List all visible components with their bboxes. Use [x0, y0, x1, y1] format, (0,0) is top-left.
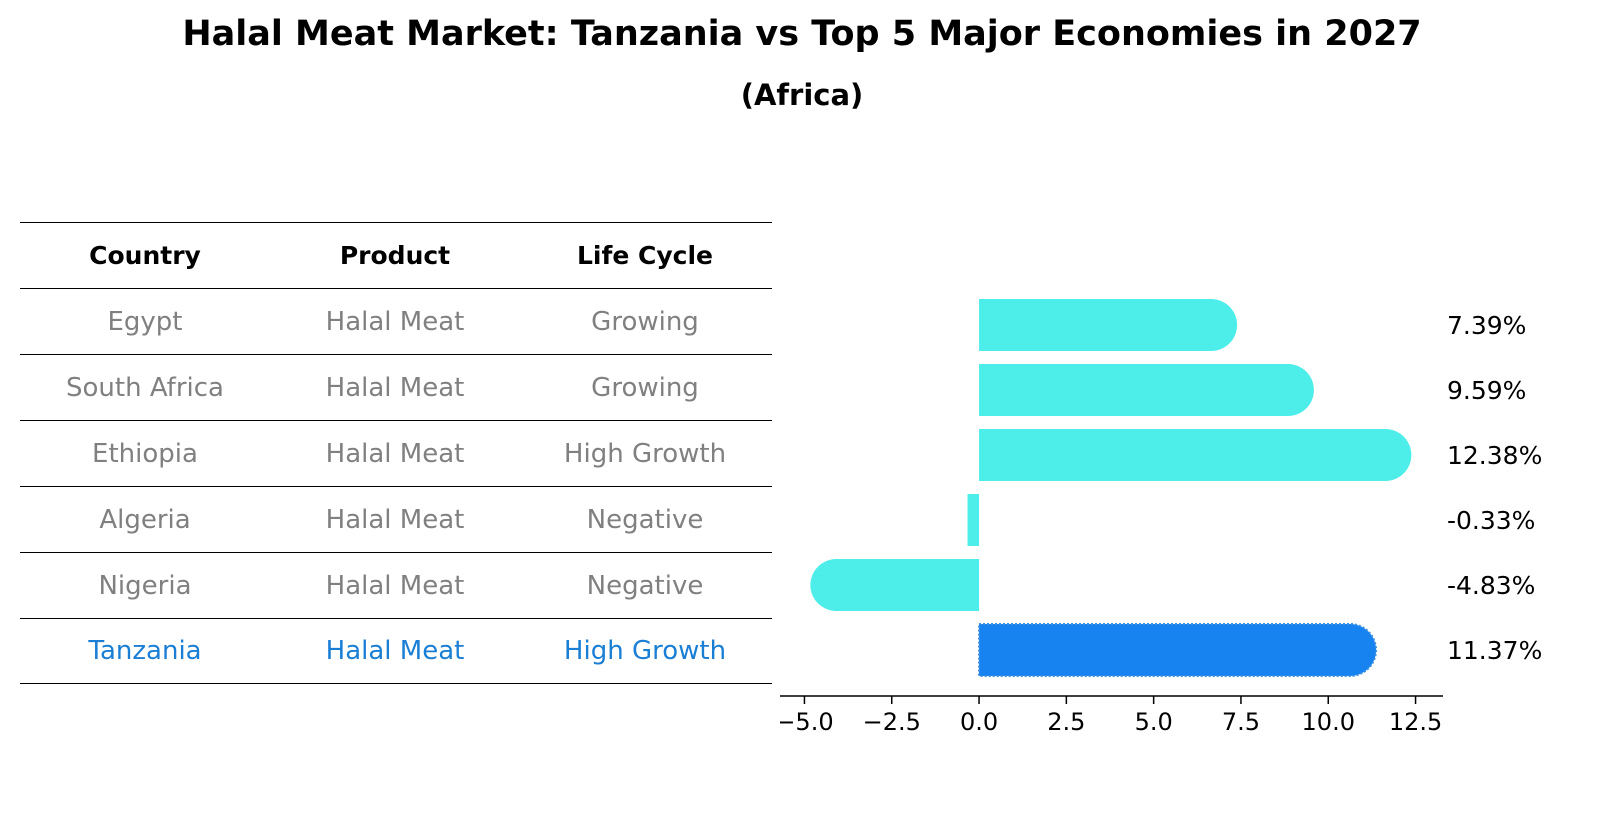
cell-country: Algeria — [99, 504, 191, 535]
cell-product: Halal Meat — [325, 372, 465, 403]
bar-nigeria — [810, 559, 980, 611]
cell-life-cycle: High Growth — [563, 438, 727, 469]
column-header-country: Country — [89, 241, 201, 270]
cell-product: Halal Meat — [325, 570, 465, 601]
x-tick-label: −5.0 — [780, 708, 834, 736]
cell-life-cycle: Growing — [591, 372, 699, 403]
bar-tanzania — [978, 623, 1378, 677]
table-row: Egypt Halal Meat Growing — [20, 288, 772, 354]
table-row-highlight: Tanzania Halal Meat High Growth — [20, 618, 772, 684]
chart-title: Halal Meat Market: Tanzania vs Top 5 Maj… — [182, 14, 1422, 54]
table-header-row: Country Product Life Cycle — [20, 222, 772, 288]
x-tick-label: −2.5 — [863, 708, 921, 736]
data-label: -4.83% — [1447, 571, 1535, 600]
bar-chart: 7.39% 9.59% 12.38% -0.33% -4.83% 11.37% −5.0 −2… — [780, 299, 1542, 736]
x-tick-label: 7.5 — [1222, 708, 1260, 736]
table-row: South Africa Halal Meat Growing — [20, 354, 772, 420]
data-label: -0.33% — [1447, 506, 1535, 535]
column-header-life-cycle: Life Cycle — [576, 241, 714, 270]
data-table: Country Product Life Cycle Egypt Halal M… — [20, 222, 772, 684]
data-label: 11.37% — [1447, 636, 1542, 665]
cell-country: Tanzania — [88, 636, 202, 666]
cell-product: Halal Meat — [325, 306, 465, 337]
table-row: Algeria Halal Meat Negative — [20, 486, 772, 552]
cell-life-cycle: Negative — [586, 570, 704, 601]
cell-life-cycle: Growing — [591, 306, 699, 337]
cell-product: Halal Meat — [325, 438, 465, 469]
cell-product: Halal Meat — [325, 636, 465, 666]
chart-subtitle: (Africa) — [740, 78, 864, 112]
table-row: Nigeria Halal Meat Negative — [20, 552, 772, 618]
cell-country: Ethiopia — [92, 438, 198, 469]
cell-country: South Africa — [66, 372, 224, 403]
cell-life-cycle: Negative — [586, 504, 704, 535]
x-tick-label: 10.0 — [1302, 708, 1355, 736]
bar-south-africa — [979, 364, 1314, 416]
column-header-product: Product — [339, 241, 451, 270]
x-tick-label: 5.0 — [1135, 708, 1173, 736]
bar-algeria — [967, 494, 980, 546]
x-tick-label: 12.5 — [1389, 708, 1442, 736]
table-row: Ethiopia Halal Meat High Growth — [20, 420, 772, 486]
bar-ethiopia — [979, 429, 1412, 481]
x-tick-label: 2.5 — [1047, 708, 1085, 736]
x-tick-label: 0.0 — [960, 708, 998, 736]
cell-country: Egypt — [107, 306, 183, 337]
bar-egypt — [979, 299, 1238, 351]
data-label: 9.59% — [1447, 376, 1526, 405]
data-label: 12.38% — [1447, 441, 1542, 470]
data-label: 7.39% — [1447, 311, 1526, 340]
cell-country: Nigeria — [98, 570, 192, 601]
cell-life-cycle: High Growth — [563, 636, 727, 666]
cell-product: Halal Meat — [325, 504, 465, 535]
